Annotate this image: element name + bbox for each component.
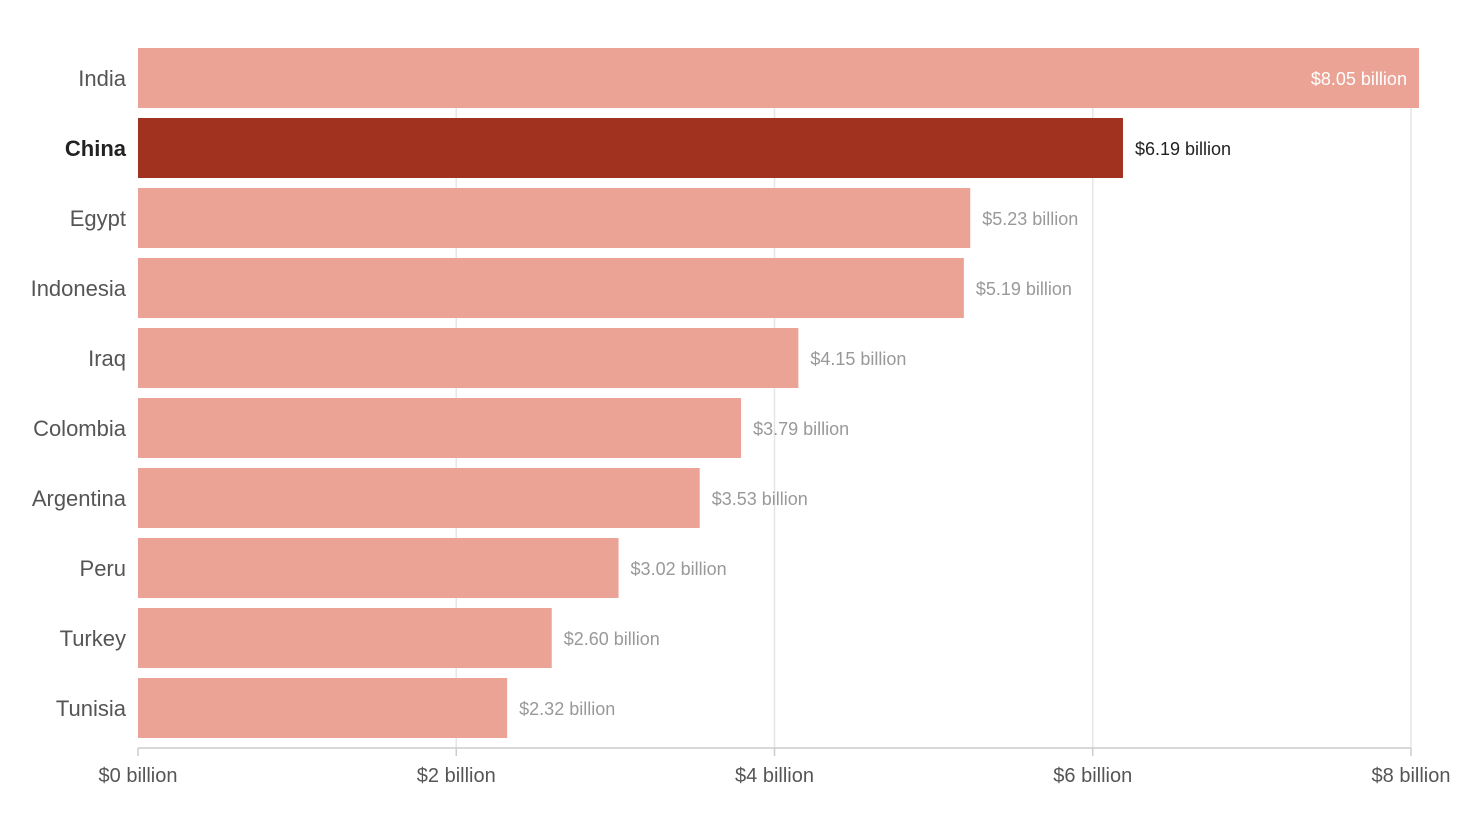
category-label: Peru [80,556,126,581]
category-label: Egypt [70,206,126,231]
x-tick-label: $8 billion [1372,765,1451,787]
x-tick-label: $6 billion [1053,765,1132,787]
category-label: Tunisia [56,696,127,721]
value-label: $3.79 billion [753,419,849,439]
bar-indonesia [138,258,964,318]
value-label: $3.53 billion [712,489,808,509]
value-label: $8.05 billion [1311,69,1407,89]
bar-tunisia [138,678,508,738]
value-label: $2.60 billion [564,629,660,649]
x-tick-label: $2 billion [417,765,496,787]
value-label: $5.19 billion [976,279,1072,299]
category-label: Iraq [88,346,126,371]
bar-china [138,118,1123,178]
bars [138,48,1419,738]
bar-peru [138,538,619,598]
value-label: $6.19 billion [1135,139,1231,159]
x-axis: $0 billion $2 billion $4 billion $6 billion… [99,747,1451,787]
value-label: $4.15 billion [810,349,906,369]
category-label: China [65,136,127,161]
value-label: $2.32 billion [519,699,615,719]
category-label: India [78,66,126,91]
x-tick-label: $4 billion [735,765,814,787]
value-label: $5.23 billion [982,209,1078,229]
bar-iraq [138,328,799,388]
labels: India $8.05 billion China $6.19 billion Egyp… [31,66,1407,721]
category-label: Argentina [32,486,127,511]
bar-egypt [138,188,971,248]
category-label: Turkey [60,626,126,651]
category-label: Indonesia [31,276,127,301]
bar-colombia [138,398,742,458]
category-label: Colombia [33,416,127,441]
x-tick-label: $0 billion [99,765,178,787]
bar-india [138,48,1419,108]
value-label: $3.02 billion [631,559,727,579]
bar-argentina [138,468,700,528]
bar-turkey [138,608,552,668]
